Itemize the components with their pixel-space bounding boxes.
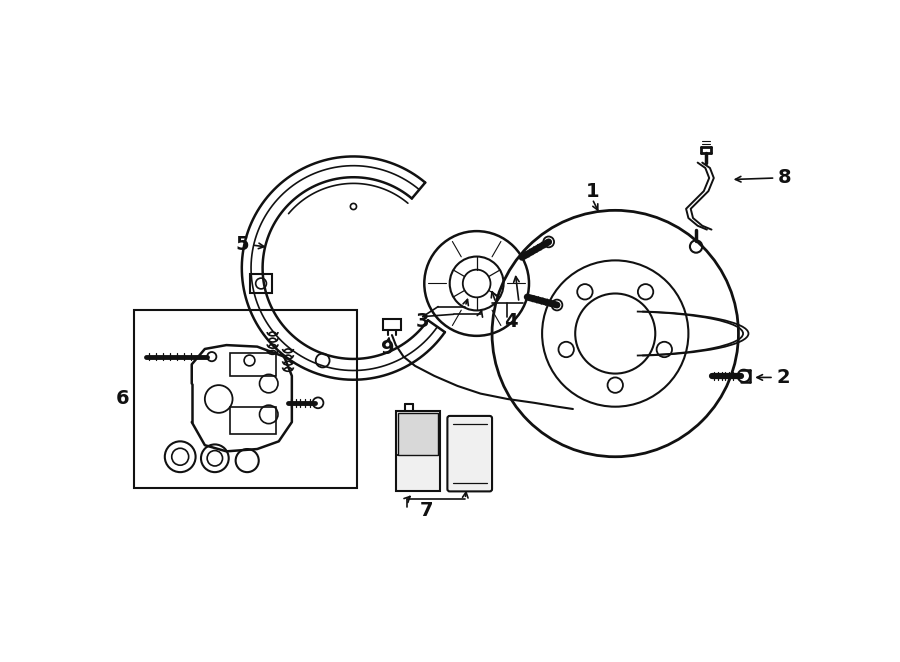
Bar [398,413,438,455]
Bar [382,319,401,330]
Text: 3: 3 [416,312,429,332]
FancyBboxPatch shape [447,416,492,491]
Bar [396,410,440,491]
Text: 9: 9 [382,340,395,358]
Text: 2: 2 [777,368,790,387]
Text: 6: 6 [115,389,130,408]
Bar [134,310,357,487]
Text: 5: 5 [235,236,248,254]
Text: 8: 8 [778,169,791,187]
Bar [230,406,276,434]
Text: 1: 1 [585,181,599,201]
Bar [250,274,272,293]
Bar [230,353,276,376]
Text: 7: 7 [419,501,434,520]
Text: 4: 4 [505,312,518,332]
